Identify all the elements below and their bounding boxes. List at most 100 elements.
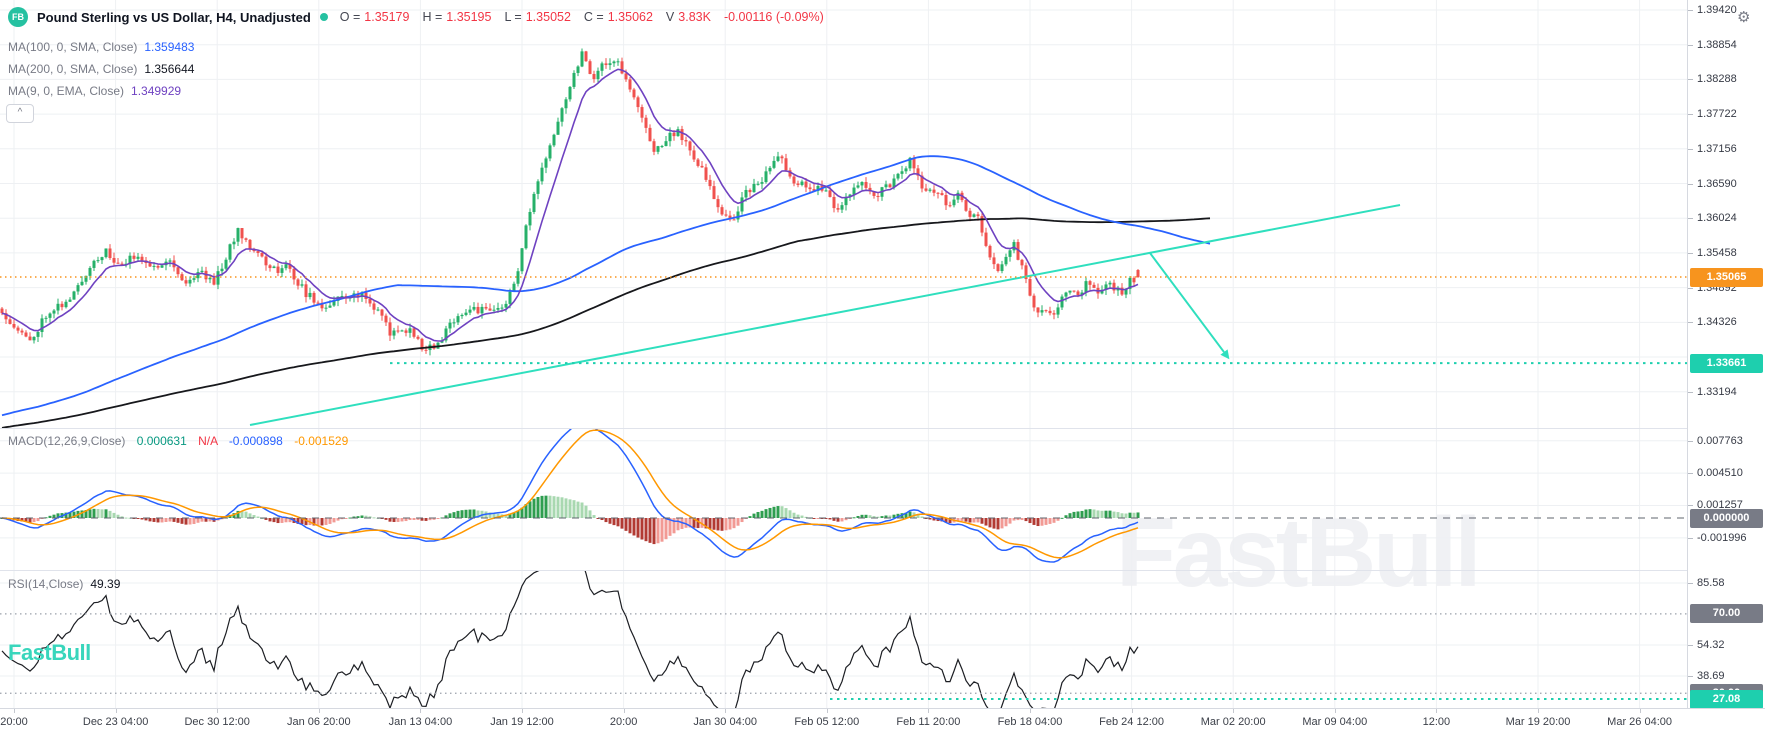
axis-tick-mark bbox=[1688, 218, 1693, 220]
axis-tick-mark bbox=[1688, 644, 1693, 646]
time-tick-label: Mar 19 20:00 bbox=[1505, 716, 1571, 728]
ma200-legend: MA(200, 0, SMA, Close) 1.356644 bbox=[8, 62, 195, 76]
time-tick-mark bbox=[1436, 709, 1438, 713]
axis-tick-label: 54.32 bbox=[1697, 638, 1725, 651]
axis-tick-label: 1.37722 bbox=[1697, 108, 1737, 121]
time-tick-mark bbox=[1030, 709, 1031, 713]
time-tick-mark bbox=[14, 709, 15, 713]
axis-tick-label: 0.004510 bbox=[1697, 467, 1743, 480]
price-badge: 0.000000 bbox=[1690, 508, 1763, 528]
macd-line-value: -0.000898 bbox=[228, 434, 283, 448]
axis-tick-mark bbox=[1688, 44, 1693, 46]
axis-tick-mark bbox=[1688, 473, 1693, 475]
rsi-legend: RSI(14,Close) 49.39 bbox=[8, 577, 121, 591]
time-tick-mark bbox=[826, 709, 828, 713]
axis-tick-mark bbox=[1688, 114, 1693, 116]
time-tick-mark bbox=[522, 709, 523, 713]
axis-tick-mark bbox=[1688, 505, 1693, 507]
time-tick-label: Feb 24 12:00 bbox=[1099, 716, 1165, 728]
change-value: -0.00116 (-0.09%) bbox=[723, 10, 824, 24]
time-tick-label: Feb 18 04:00 bbox=[997, 716, 1063, 728]
time-tick-label: Feb 11 20:00 bbox=[896, 716, 961, 728]
macd-hist-value: 0.000631 bbox=[136, 434, 187, 448]
axis-tick-mark bbox=[1688, 440, 1693, 442]
axis-tick-mark bbox=[1688, 10, 1693, 11]
symbol-header: FB Pound Sterling vs US Dollar, H4, Unad… bbox=[8, 7, 824, 27]
time-tick-label: Dec 23 04:00 bbox=[82, 716, 149, 728]
axis-tick-mark bbox=[1688, 287, 1693, 289]
pane-separator[interactable] bbox=[0, 570, 1765, 571]
axis-tick-label: 1.36024 bbox=[1697, 212, 1737, 225]
price-badge: 1.35065 bbox=[1690, 267, 1763, 287]
axis-tick-mark bbox=[1688, 391, 1693, 393]
symbol-title: Pound Sterling vs US Dollar, H4, Unadjus… bbox=[37, 9, 311, 25]
time-tick-mark bbox=[318, 709, 320, 713]
time-tick-mark bbox=[1639, 709, 1641, 713]
time-tick-label: Jan 13 04:00 bbox=[388, 716, 453, 728]
time-tick-mark bbox=[1233, 709, 1235, 713]
macd-signal-value: -0.001529 bbox=[294, 434, 349, 448]
time-tick-label: Mar 09 04:00 bbox=[1302, 716, 1368, 728]
ma100-legend: MA(100, 0, SMA, Close) 1.359483 bbox=[8, 40, 195, 54]
ohlc-readout: O = 1.35179 H = 1.35195 L = 1.35052 C = 1.35… bbox=[339, 10, 824, 24]
pane-separator[interactable] bbox=[0, 428, 1765, 429]
market-open-dot-icon bbox=[319, 13, 328, 21]
fastbull-logo-icon: FB bbox=[8, 7, 28, 27]
high-value: 1.35195 bbox=[446, 10, 492, 24]
time-tick-label: Mar 26 04:00 bbox=[1607, 716, 1673, 728]
time-tick-mark bbox=[217, 709, 219, 713]
axis-tick-label: 38.69 bbox=[1697, 669, 1725, 682]
time-tick-mark bbox=[1538, 709, 1539, 713]
axis-tick-label: 85.58 bbox=[1697, 577, 1725, 589]
axis-tick-label: 1.34326 bbox=[1697, 316, 1737, 329]
open-value: 1.35179 bbox=[364, 10, 410, 24]
volume-value: 3.83K bbox=[678, 10, 711, 24]
time-tick-label: Jan 19 12:00 bbox=[490, 716, 554, 728]
collapse-indicators-button[interactable]: ^ bbox=[6, 104, 34, 123]
time-axis[interactable]: 20:00 Dec 23 04:00 Dec 30 12:00 Jan 06 20:0… bbox=[0, 708, 1765, 744]
macd-na-value: N/A bbox=[198, 434, 218, 448]
macd-legend: MACD(12,26,9,Close) 0.000631 N/A -0.0008… bbox=[8, 434, 349, 448]
axis-tick-mark bbox=[1688, 79, 1693, 81]
price-badge: 27.08 bbox=[1690, 689, 1763, 709]
price-badge: 70.00 bbox=[1690, 604, 1763, 624]
axis-tick-label: 1.35458 bbox=[1697, 246, 1737, 259]
axis-tick-mark bbox=[1688, 183, 1693, 185]
axis-tick-mark bbox=[1688, 148, 1693, 150]
axis-tick-label: 1.39420 bbox=[1697, 4, 1737, 16]
time-tick-label: Jan 06 20:00 bbox=[286, 716, 351, 728]
axis-tick-mark bbox=[1688, 252, 1693, 254]
fastbull-watermark: FastBull bbox=[1116, 497, 1482, 607]
axis-tick-label: 1.37156 bbox=[1697, 142, 1737, 155]
axis-tick-mark bbox=[1688, 583, 1693, 584]
time-tick-mark bbox=[1131, 709, 1133, 713]
axis-tick-label: 0.007763 bbox=[1697, 434, 1743, 447]
axis-tick-label: -0.001996 bbox=[1697, 531, 1747, 544]
time-tick-mark bbox=[725, 709, 727, 713]
time-tick-label: 20:00 bbox=[0, 716, 28, 728]
time-tick-mark bbox=[928, 709, 930, 713]
close-value: 1.35062 bbox=[607, 10, 653, 24]
price-axis[interactable]: 1.39420 1.38854 1.38288 1.37722 1.37156 1.365… bbox=[1687, 0, 1765, 709]
time-tick-label: Jan 30 04:00 bbox=[693, 716, 757, 728]
time-tick-mark bbox=[115, 709, 117, 713]
time-tick-mark bbox=[420, 709, 422, 713]
axis-tick-label: 1.36590 bbox=[1697, 177, 1737, 190]
time-tick-label: Feb 05 12:00 bbox=[794, 716, 860, 728]
fastbull-brand-logo: FastBull bbox=[8, 640, 91, 665]
chart-settings-gear-icon[interactable]: ⚙ bbox=[1737, 9, 1751, 26]
time-tick-label: 20:00 bbox=[609, 716, 638, 728]
time-tick-mark bbox=[623, 709, 625, 713]
axis-tick-label: 1.38288 bbox=[1697, 73, 1737, 86]
time-tick-label: 12:00 bbox=[1422, 716, 1451, 728]
axis-tick-mark bbox=[1688, 537, 1693, 539]
axis-tick-mark bbox=[1688, 322, 1693, 324]
axis-tick-label: 1.38854 bbox=[1697, 38, 1737, 51]
axis-tick-mark bbox=[1688, 675, 1693, 677]
time-tick-label: Mar 02 20:00 bbox=[1200, 716, 1266, 728]
low-value: 1.35052 bbox=[525, 10, 571, 24]
time-tick-label: Dec 30 12:00 bbox=[184, 716, 250, 728]
axis-tick-label: 0.001257 bbox=[1697, 499, 1743, 512]
time-tick-mark bbox=[1334, 709, 1336, 713]
